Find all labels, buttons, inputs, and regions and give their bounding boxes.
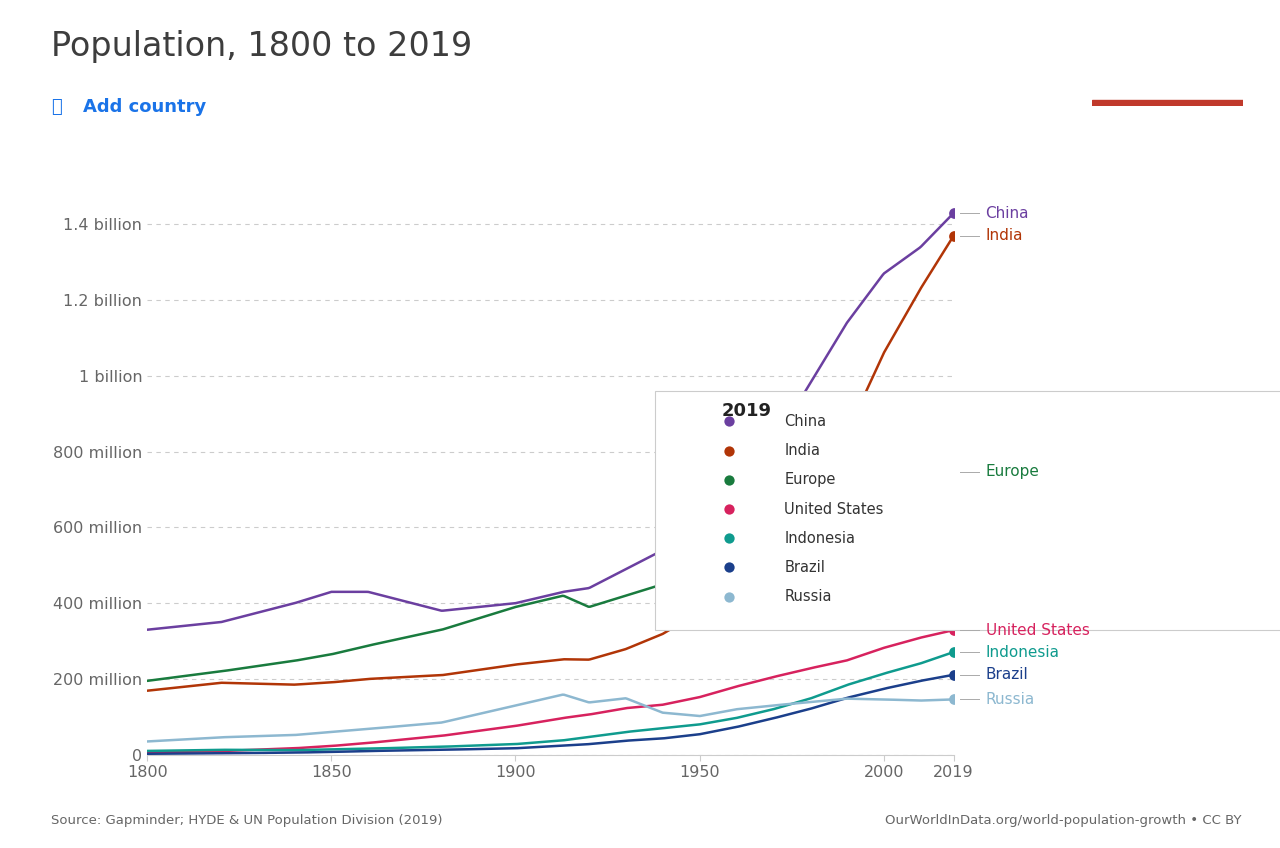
Text: in Data: in Data (1138, 66, 1197, 81)
Point (719, 473, 740, 487)
Point (719, 561, 740, 574)
Text: India: India (785, 444, 820, 458)
Text: Russia: Russia (785, 589, 832, 605)
Bar (1092, 100, 1243, 106)
Point (943, 693, 964, 706)
Text: Indonesia: Indonesia (785, 531, 855, 546)
Point (943, 623, 964, 637)
Text: ➕: ➕ (51, 98, 61, 115)
Text: Population, 1800 to 2019: Population, 1800 to 2019 (51, 30, 472, 63)
Text: Add country: Add country (83, 98, 206, 115)
FancyBboxPatch shape (655, 391, 1280, 630)
Point (943, 465, 964, 478)
Text: OurWorldInData.org/world-population-growth • CC BY: OurWorldInData.org/world-population-grow… (884, 814, 1242, 827)
Point (943, 206, 964, 220)
Text: Our World: Our World (1125, 41, 1210, 56)
Point (719, 502, 740, 516)
Text: Russia: Russia (986, 692, 1034, 707)
Point (719, 415, 740, 428)
Text: Europe: Europe (986, 464, 1039, 479)
Text: Brazil: Brazil (785, 560, 826, 575)
Text: India: India (986, 228, 1023, 243)
Text: United States: United States (785, 501, 883, 516)
Text: Indonesia: Indonesia (986, 644, 1060, 660)
Text: China: China (785, 414, 827, 429)
Point (719, 532, 740, 545)
Point (943, 229, 964, 243)
Text: Source: Gapminder; HYDE & UN Population Division (2019): Source: Gapminder; HYDE & UN Population … (51, 814, 443, 827)
Text: Europe: Europe (785, 472, 836, 488)
Point (719, 444, 740, 457)
Text: United States: United States (986, 622, 1089, 638)
Point (719, 590, 740, 604)
Point (943, 645, 964, 659)
Text: 2019: 2019 (722, 403, 772, 421)
Point (943, 668, 964, 682)
Text: China: China (986, 205, 1029, 220)
Text: Brazil: Brazil (986, 667, 1028, 683)
